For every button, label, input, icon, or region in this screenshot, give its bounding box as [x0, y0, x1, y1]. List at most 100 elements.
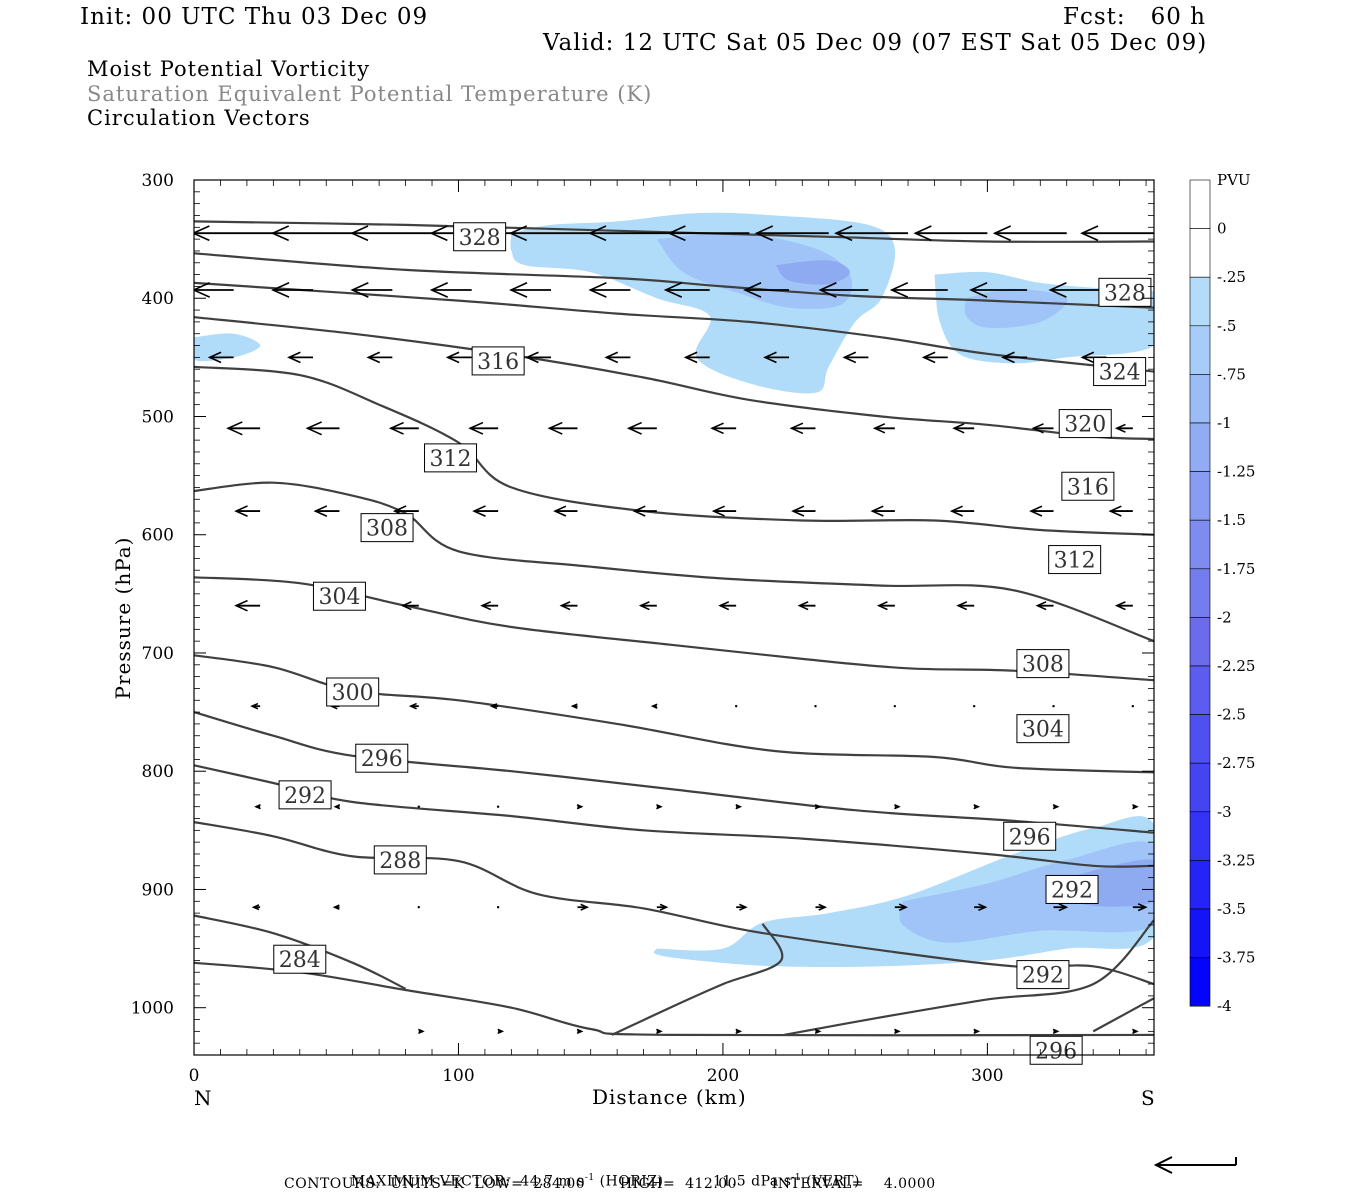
- contour-label-box: [1058, 409, 1112, 439]
- vector-head: [663, 282, 683, 298]
- circulation-vector: [270, 225, 353, 242]
- circulation-vector: [271, 282, 314, 298]
- vector-head: [710, 422, 724, 435]
- circulation-vector: [333, 803, 341, 810]
- colorbar-level-label: -1.75: [1217, 560, 1255, 578]
- vector-head: [754, 225, 774, 242]
- x-end-label-south: S: [1141, 1086, 1155, 1110]
- vector-head: [870, 505, 884, 517]
- contour-label: 308: [366, 517, 408, 542]
- horiz-unit: (HORIZ): [599, 1173, 664, 1190]
- circulation-vector: [1132, 803, 1139, 810]
- theta-es-contour: [194, 764, 1154, 868]
- vector-head: [418, 1028, 425, 1035]
- circulation-vector: [570, 703, 578, 710]
- theta-es-contour: [194, 365, 1154, 536]
- theta-es-contour: [194, 316, 1154, 441]
- theta-es-contour: [194, 914, 407, 990]
- horiz-exponent: -1: [584, 1173, 595, 1183]
- circulation-vector: [254, 803, 261, 810]
- contour-label: 288: [379, 849, 421, 874]
- circulation-vector: [445, 351, 472, 364]
- contour-label: 296: [1009, 825, 1051, 850]
- circulation-vector: [638, 601, 657, 611]
- circulation-vector: [972, 704, 976, 708]
- vector-head: [468, 421, 484, 435]
- circulation-vector: [588, 225, 671, 242]
- vector-head: [497, 1028, 505, 1035]
- pv-region: [194, 333, 261, 362]
- pv-region: [964, 288, 1068, 329]
- circulation-vector: [226, 421, 261, 436]
- contour-label: 284: [279, 948, 321, 973]
- vector-head: [333, 803, 341, 810]
- vector-head: [1029, 505, 1043, 517]
- vector-head: [525, 351, 539, 364]
- vector-head: [667, 225, 686, 242]
- x-end-label-north: N: [194, 1086, 212, 1110]
- vector-head: [973, 1028, 981, 1035]
- vector-head: [1052, 1028, 1060, 1035]
- colorbar-level-label: -2.25: [1217, 657, 1255, 675]
- vector-head: [194, 225, 210, 242]
- theta-es-contour: [194, 252, 1154, 309]
- circulation-vector: [650, 703, 658, 709]
- colorbar-title: PVU: [1217, 171, 1251, 189]
- vector-head: [789, 422, 804, 435]
- circulation-vector: [632, 505, 657, 517]
- vector-head: [638, 601, 650, 611]
- contour-label-box: [1016, 649, 1070, 679]
- colorbar-level-label: -3.5: [1217, 900, 1246, 918]
- circulation-vector: [754, 225, 829, 242]
- forecast-hour: Fcst: 60 h: [1063, 4, 1206, 30]
- y-tick-label: 300: [142, 171, 174, 191]
- contour-label-box: [1048, 545, 1102, 575]
- vector-head: [872, 423, 886, 434]
- vector-head: [973, 803, 981, 810]
- colorbar-swatch: [1189, 374, 1211, 424]
- theta-es-contour: [194, 654, 1154, 774]
- circulation-vector: [734, 704, 738, 708]
- vector-head: [659, 903, 669, 911]
- circulation-vector: [1048, 282, 1107, 298]
- circulation-vector: [418, 1028, 425, 1035]
- circulation-vector: [1035, 601, 1054, 611]
- contour-label-box: [453, 222, 507, 252]
- vector-head: [711, 505, 725, 517]
- circulation-vector: [735, 1028, 743, 1035]
- y-tick-label: 600: [142, 526, 174, 546]
- vector-head: [400, 601, 412, 611]
- contour-label: 296: [361, 747, 403, 772]
- colorbar-level-label: -1.5: [1217, 511, 1246, 529]
- colorbar-swatch: [1189, 617, 1211, 667]
- theta-es-contour: [194, 821, 1154, 986]
- circulation-vector: [576, 1028, 584, 1035]
- vector-head: [949, 505, 963, 517]
- vector-head: [509, 282, 528, 298]
- circulation-vector: [313, 505, 340, 517]
- contour-label: 316: [477, 350, 519, 375]
- vector-head: [683, 351, 698, 364]
- circulation-vector: [952, 423, 975, 434]
- vector-head: [1031, 423, 1044, 434]
- circulation-vector: [472, 505, 499, 517]
- contour-label: 320: [1064, 413, 1106, 438]
- circulation-vector: [508, 225, 591, 242]
- circulation-vector: [489, 703, 499, 710]
- contour-label: 312: [1054, 549, 1096, 574]
- circulation-vector: [797, 601, 816, 611]
- contour-label: 292: [284, 784, 326, 809]
- vector-head: [956, 601, 968, 611]
- circulation-vector: [547, 421, 578, 435]
- circulation-vector: [480, 601, 499, 611]
- circulation-vector: [974, 903, 988, 912]
- contour-label-box: [1016, 960, 1070, 990]
- colorbar-level-label: -2.5: [1217, 706, 1246, 724]
- vector-head: [1035, 601, 1047, 611]
- circulation-vector: [992, 225, 1067, 242]
- circulation-vector: [842, 351, 869, 364]
- colorbar-level-label: -4: [1217, 997, 1232, 1015]
- circulation-vector: [234, 599, 261, 612]
- colorbar-swatch: [1189, 325, 1211, 375]
- vector-head: [234, 599, 248, 612]
